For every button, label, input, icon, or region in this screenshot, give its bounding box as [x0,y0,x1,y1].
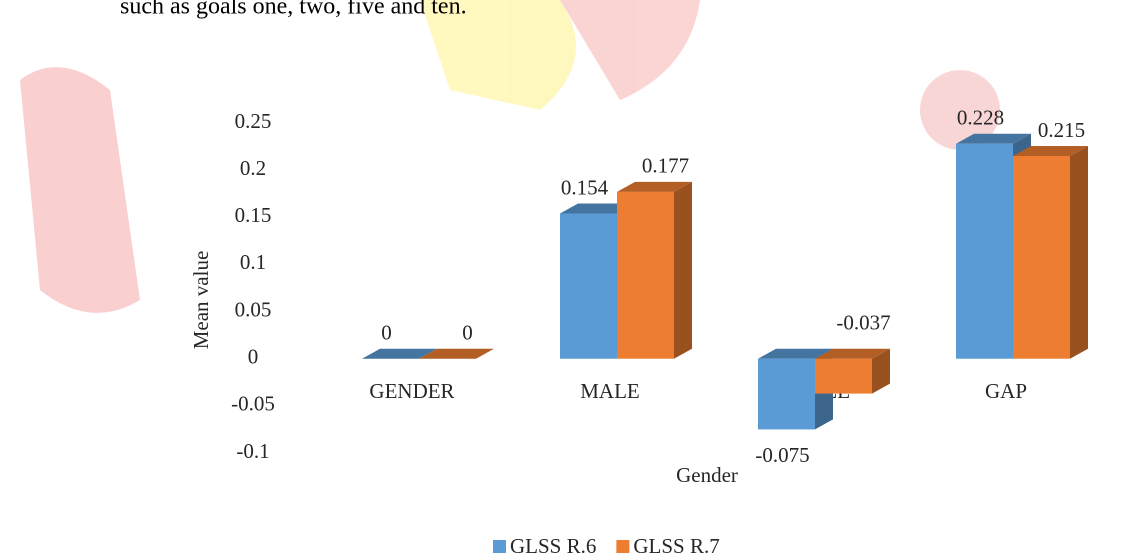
x-axis-title: Gender [676,463,738,487]
watermark [20,0,1000,313]
bar-front [956,144,1013,359]
y-tick-label: 0.05 [235,297,272,321]
y-tick-label: 0 [248,345,259,369]
y-tick-label: 0.25 [235,109,272,133]
y-axis-title: Mean value [189,251,213,350]
x-tick-label: GAP [985,379,1027,403]
y-tick-label: 0.1 [240,250,266,274]
document-text: such as goals one, two, five and ten. [120,0,467,20]
x-tick-label: MALE [580,379,640,403]
data-label: 0.215 [1038,118,1085,142]
bar [617,182,692,359]
data-label: 0.154 [561,175,609,199]
bar [815,349,890,394]
data-label: 0 [462,321,473,345]
data-label: 0.177 [642,154,689,178]
bar-front [617,192,674,359]
y-tick-label: 0.2 [240,156,266,180]
bar-side [1070,146,1088,359]
data-label: 0.228 [957,106,1004,130]
legend-swatch [493,540,506,553]
legend-label: GLSS R.6 [510,534,596,558]
bar [1013,146,1088,359]
watermark-shape [20,67,140,313]
bar-side [674,182,692,359]
legend-label: GLSS R.7 [633,534,719,558]
x-tick-label: GENDER [369,379,454,403]
bar-front [815,359,872,394]
y-tick-label: -0.05 [231,392,275,416]
legend-swatch [616,540,629,553]
y-tick-label: 0.15 [235,203,272,227]
bar-front [758,359,815,430]
y-tick-label: -0.1 [236,439,269,463]
data-label: 0 [381,321,392,345]
bar-front [560,214,617,359]
data-label: -0.075 [755,443,809,467]
page: {"document_text": "such as goals one, tw… [0,0,1129,560]
chart: such as goals one, two, five and ten. Ge… [0,0,1129,560]
data-label: -0.037 [836,311,890,335]
watermark-shape [560,0,700,100]
bar-front [1013,156,1070,359]
